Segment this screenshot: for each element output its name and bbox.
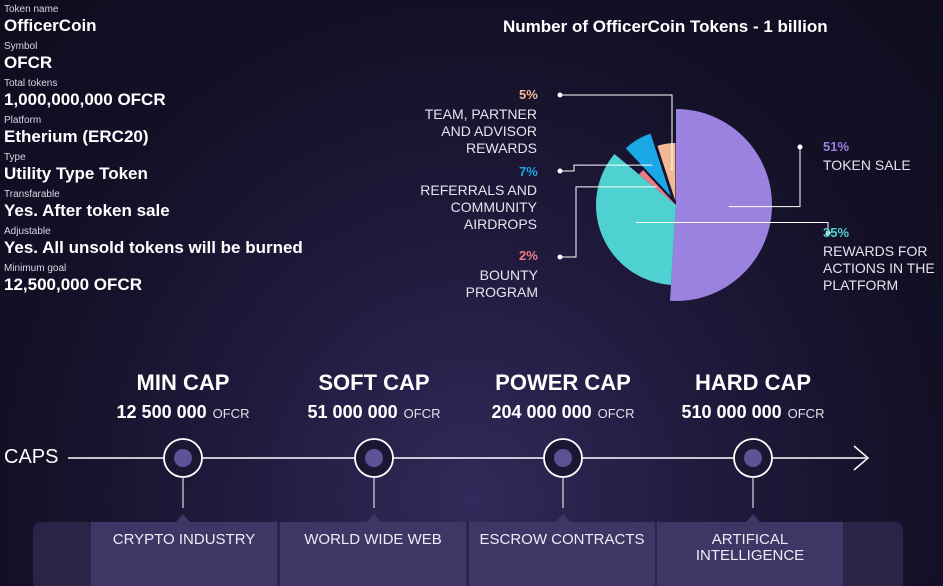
cap-unit: OFCR [212,406,250,421]
info-label: Token name [4,4,59,15]
slice-label-token-sale: TOKEN SALE [823,157,911,173]
info-label: Adjustable [4,226,51,237]
cap-min: MIN CAP 12 500 000 OFCR [88,370,278,423]
leader-line-team [560,94,673,171]
milestone-min-cap [163,438,203,522]
cap-amount: 12 500 000 [116,402,207,422]
cap-amount-row: 510 000 000 OFCR [658,402,848,423]
slice-percent-token-sale: 51% [823,139,850,154]
info-value: OfficerCoin [4,16,97,35]
milestone-power-cap [543,438,583,522]
info-row-platform: Platform Etherium (ERC20) [4,114,424,147]
info-value: OFCR [4,53,53,72]
slice-label-bounty: BOUNTY PROGRAM [465,267,538,300]
leader-dot [557,254,563,260]
category-world-wide-web: WORLD WIDE WEB [280,522,466,586]
info-row-total-tokens: Total tokens 1,000,000,000 OFCR [4,77,424,110]
info-row-token-name: Token name OfficerCoin [4,3,424,36]
cap-soft: SOFT CAP 51 000 000 OFCR [279,370,469,423]
leader-dot [825,230,831,236]
cap-name: POWER CAP [495,370,631,395]
info-row-type: Type Utility Type Token [4,151,424,184]
cap-name: MIN CAP [136,370,230,395]
cap-name: HARD CAP [694,370,812,395]
info-label: Platform [4,115,42,126]
leader-dot [797,144,803,150]
cap-amount: 204 000 000 [491,402,592,422]
cap-hard: HARD CAP 510 000 000 OFCR [658,370,848,423]
info-row-transfarable: Transfarable Yes. After token sale [4,188,424,221]
info-label: Symbol [4,41,38,52]
info-label: Total tokens [4,78,58,89]
info-value: 1,000,000,000 OFCR [4,90,166,109]
cap-unit: OFCR [787,406,825,421]
milestone-hard-cap [733,438,773,522]
caps-axis-label: CAPS [4,446,59,468]
category-artifical-intelligence: ARTIFICAL INTELLIGENCE [657,522,843,586]
chart-title: Number of OfficerCoin Tokens - 1 billion [503,17,828,36]
pie-slice-team [657,143,676,202]
cap-power: POWER CAP 204 000 000 OFCR [468,370,658,423]
slice-percent-referrals: 7% [519,164,538,179]
category-crypto-industry: CRYPTO INDUSTRY [91,522,277,586]
category-label: ARTIFICAL INTELLIGENCE [695,531,805,564]
info-label: Type [4,152,26,163]
cap-amount-row: 12 500 000 OFCR [88,402,278,423]
slice-percent-rewards: 35% [823,225,850,240]
slice-label-rewards: REWARDS FOR ACTIONS IN THE PLATFORM [823,243,935,293]
info-value: Yes. After token sale [4,201,170,220]
leader-dot [557,168,563,174]
category-escrow-contracts: ESCROW CONTRACTS [469,522,655,586]
token-info: Token name OfficerCoin Symbol OFCR Total… [4,3,424,299]
leader-line-token-sale [728,147,801,208]
pie-slice-bounty [639,170,676,205]
category-label: WORLD WIDE WEB [304,531,442,548]
info-row-symbol: Symbol OFCR [4,40,424,73]
info-label: Transfarable [4,189,60,200]
cap-amount-row: 51 000 000 OFCR [279,402,469,423]
info-label: Minimum goal [4,263,67,274]
leader-line-referrals [560,164,653,172]
info-value: Yes. All unsold tokens will be burned [4,238,303,257]
info-value: Utility Type Token [4,164,148,183]
info-row-adjustable: Adjustable Yes. All unsold tokens will b… [4,225,424,258]
category-label: ESCROW CONTRACTS [479,531,645,548]
cap-name: SOFT CAP [318,370,430,395]
cap-amount: 510 000 000 [681,402,782,422]
info-value: 12,500,000 OFCR [4,275,142,294]
milestone-soft-cap [354,438,394,522]
pie-slice-token-sale [669,109,772,302]
cap-unit: OFCR [403,406,441,421]
cap-amount: 51 000 000 [307,402,398,422]
leader-dot [557,92,563,98]
cap-unit: OFCR [597,406,635,421]
leader-line-bounty [560,186,657,258]
info-row-minimum-goal: Minimum goal 12,500,000 OFCR [4,262,424,295]
timeline-arrow-icon [853,445,870,471]
cap-amount-row: 204 000 000 OFCR [468,402,658,423]
slice-label-referrals: REFERRALS AND COMMUNITY AIRDROPS [420,182,537,232]
slice-label-team: TEAM, PARTNER AND ADVISOR REWARDS [424,106,537,156]
category-label: CRYPTO INDUSTRY [112,531,256,548]
leader-line-rewards [635,221,829,233]
slice-percent-team: 5% [519,87,538,102]
info-value: Etherium (ERC20) [4,127,149,146]
slice-percent-bounty: 2% [519,248,538,263]
